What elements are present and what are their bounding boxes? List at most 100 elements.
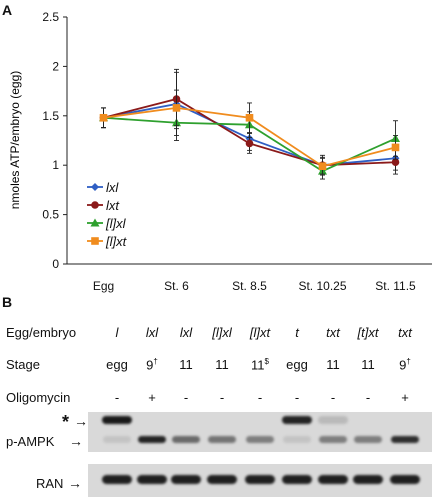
legend-marker <box>91 183 99 191</box>
p-ampk-band <box>138 436 166 443</box>
y-tick-label: 2 <box>52 59 59 73</box>
panel-a-label: A <box>2 2 13 18</box>
x-tick-labels: Egg St. 6 St. 8.5 St. 10.25 St. 11.5 <box>93 279 416 293</box>
ran-band <box>353 475 383 484</box>
nonspecific-band <box>318 416 348 424</box>
egg-embryo-cell: lxl <box>145 325 159 340</box>
ran-blot <box>88 464 432 497</box>
ran-band <box>137 475 167 484</box>
stage-footnote-mark: † <box>153 357 158 366</box>
chart-axes <box>66 17 432 265</box>
stage-cell: 11$ <box>251 357 269 372</box>
stage-cell: 11 <box>361 357 375 372</box>
stage-value: 11 <box>251 357 265 373</box>
ran-band <box>282 475 312 484</box>
stage-cell: 11 <box>179 357 193 372</box>
data-point <box>99 113 108 122</box>
oligomycin-cell: - <box>114 390 120 405</box>
legend-label: lxl <box>106 180 119 195</box>
stage-value: 9 <box>399 357 407 373</box>
oligomycin-row-label: Oligomycin <box>6 390 71 405</box>
data-point <box>318 162 327 170</box>
legend-marker <box>91 237 99 245</box>
data-point <box>245 139 254 148</box>
egg-embryo-row-label: Egg/embryo <box>6 325 77 340</box>
stage-cell: 9† <box>399 357 411 372</box>
legend-marker <box>91 201 99 209</box>
ran-band <box>207 475 237 484</box>
nonspecific-band <box>102 416 132 424</box>
stage-cell: 11 <box>326 357 340 372</box>
legend-marker <box>90 218 100 227</box>
x-tick-label: St. 8.5 <box>232 279 267 293</box>
oligomycin-cell: - <box>330 390 336 405</box>
stage-footnote-mark: † <box>406 357 411 366</box>
stage-footnote-mark: $ <box>264 357 269 366</box>
nonspecific-band-marker: * <box>62 412 70 432</box>
oligomycin-cell: - <box>365 390 371 405</box>
p-ampk-label: p-AMPK <box>6 434 55 449</box>
chart-series <box>99 68 400 180</box>
atp-line-chart: nmoles ATP/embryo (egg) 0 0.5 1 1.5 2 2.5 Egg… <box>8 10 432 293</box>
y-tick-label: 1 <box>52 158 59 172</box>
stage-value: 11 <box>215 357 229 372</box>
stage-value: egg <box>286 357 308 372</box>
data-point <box>391 158 400 167</box>
oligomycin-cell: + <box>148 390 156 405</box>
p-ampk-band <box>391 436 419 443</box>
oligomycin-cell: - <box>294 390 300 405</box>
oligomycin-cell: - <box>219 390 225 405</box>
ran-band <box>245 475 275 484</box>
egg-embryo-cell: [l]xt <box>249 325 271 340</box>
ran-band <box>390 475 420 484</box>
ran-band <box>102 475 132 484</box>
p-ampk-band <box>319 436 347 443</box>
p-ampk-band <box>354 436 382 443</box>
egg-embryo-cell: txt <box>398 325 412 340</box>
stage-value: 11 <box>361 357 375 372</box>
ran-label: RAN <box>36 476 64 491</box>
legend-label: [l]xl <box>105 216 127 231</box>
oligomycin-cell: - <box>257 390 263 405</box>
egg-embryo-cell: t <box>295 325 299 340</box>
stage-cell: 11 <box>215 357 229 372</box>
p-ampk-blot <box>88 412 432 452</box>
stage-cell: 9† <box>146 357 158 372</box>
y-tick-label: 1.5 <box>42 109 59 123</box>
egg-embryo-cell: [t]xt <box>357 325 379 340</box>
stage-value: 9 <box>146 357 154 373</box>
series-[l]xt <box>99 89 400 175</box>
p-ampk-band <box>172 436 200 443</box>
y-tick-label: 2.5 <box>42 10 59 24</box>
y-tick-labels: 0 0.5 1 1.5 2 2.5 <box>42 10 67 271</box>
x-tick-label: St. 6 <box>164 279 189 293</box>
x-tick-label: St. 10.25 <box>298 279 346 293</box>
egg-embryo-cell: txt <box>326 325 340 340</box>
p-ampk-band <box>246 436 274 443</box>
chart-legend: lxl lxt [l]xl [l]xt <box>87 180 128 249</box>
stage-value: 11 <box>326 357 340 372</box>
egg-embryo-cell: lxl <box>179 325 193 340</box>
legend-label: lxt <box>106 198 120 213</box>
p-ampk-band <box>208 436 236 443</box>
star-arrow-icon: → <box>74 413 88 429</box>
stage-cell: egg <box>286 357 308 372</box>
data-point <box>391 143 400 152</box>
x-tick-label: St. 11.5 <box>375 279 416 293</box>
p-ampk-arrow-icon: → <box>69 433 83 449</box>
panel-b-label: B <box>2 294 13 310</box>
y-axis-label: nmoles ATP/embryo (egg) <box>8 71 22 210</box>
stage-value: 11 <box>179 357 193 372</box>
ran-band <box>318 475 348 484</box>
p-ampk-band <box>283 436 311 443</box>
y-tick-label: 0 <box>52 257 59 271</box>
oligomycin-cell: - <box>183 390 189 405</box>
stage-row-label: Stage <box>6 357 40 372</box>
y-tick-label: 0.5 <box>42 208 59 222</box>
data-point <box>172 104 181 112</box>
egg-embryo-cell: [l]xl <box>212 325 232 340</box>
egg-embryo-cell: l <box>115 325 119 340</box>
p-ampk-band <box>103 436 131 443</box>
stage-cell: egg <box>106 357 128 372</box>
oligomycin-cell: + <box>401 390 409 405</box>
